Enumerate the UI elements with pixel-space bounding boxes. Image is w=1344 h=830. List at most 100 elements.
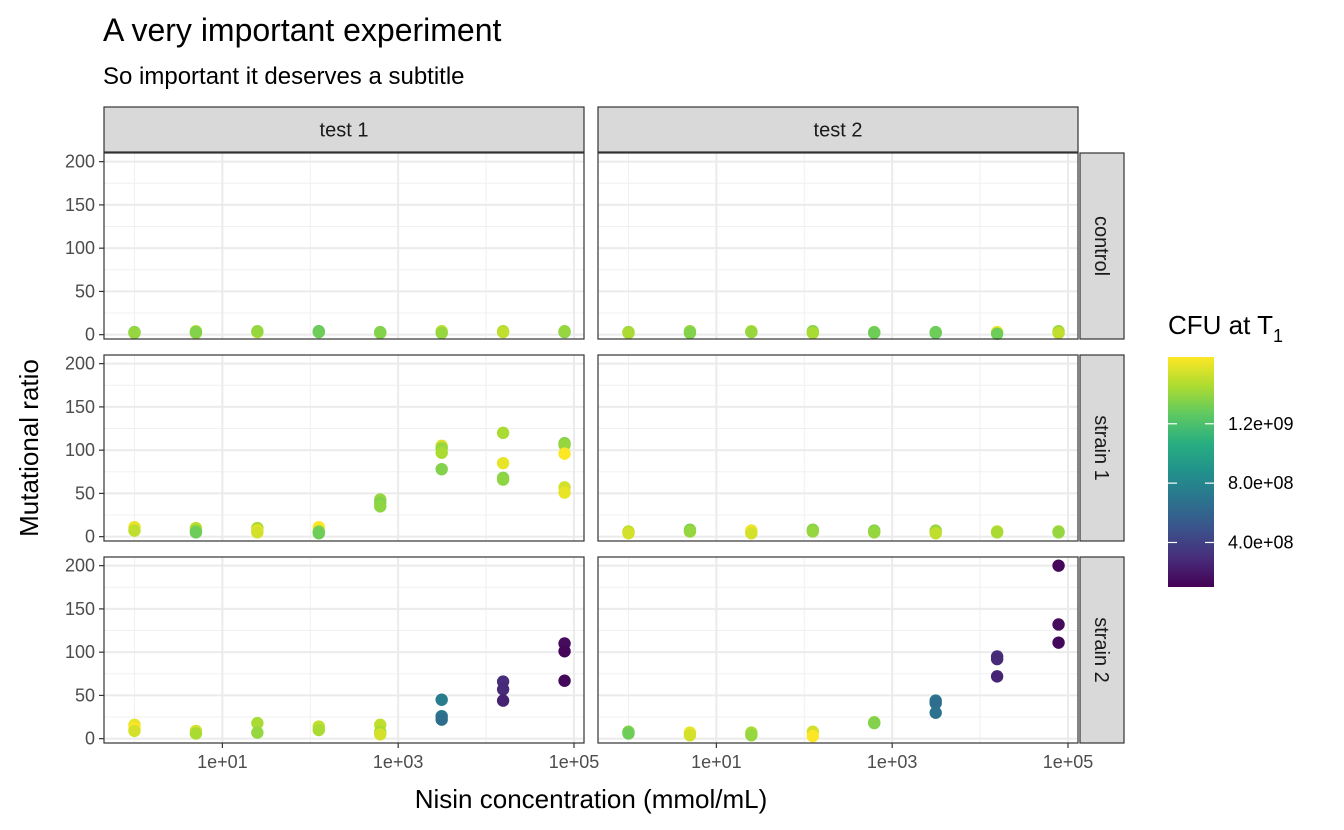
data-point bbox=[1052, 526, 1065, 539]
data-point bbox=[745, 527, 758, 540]
data-point bbox=[929, 697, 942, 710]
row-strip: control bbox=[1079, 152, 1125, 340]
data-point bbox=[1052, 326, 1065, 340]
x-tick-label: 1e+01 bbox=[691, 752, 742, 772]
x-tick-label: 1e+03 bbox=[867, 752, 918, 772]
data-point bbox=[683, 729, 697, 742]
data-point bbox=[868, 526, 881, 539]
data-point bbox=[558, 645, 571, 658]
panel-test-2-control bbox=[597, 152, 1079, 341]
panel-border bbox=[597, 556, 1079, 744]
data-point bbox=[128, 326, 141, 340]
data-point bbox=[868, 716, 881, 730]
panel-border bbox=[103, 354, 585, 542]
row-strip: strain 1 bbox=[1079, 354, 1125, 542]
row-strip-background bbox=[1079, 152, 1125, 340]
panel-border bbox=[597, 354, 1079, 542]
y-tick-label: 100 bbox=[65, 440, 95, 460]
panel-test-2-strain-1 bbox=[597, 354, 1079, 542]
data-point bbox=[1052, 618, 1065, 631]
data-point bbox=[496, 325, 510, 339]
panel-border bbox=[103, 556, 585, 744]
data-point bbox=[558, 674, 571, 687]
data-point bbox=[622, 527, 635, 540]
legend-title: CFU at T1 bbox=[1168, 310, 1283, 346]
chart-title: A very important experiment bbox=[103, 12, 502, 48]
row-strip-background bbox=[1079, 556, 1125, 744]
data-point bbox=[251, 716, 264, 730]
row-strip: strain 2 bbox=[1079, 556, 1125, 744]
data-point bbox=[1052, 559, 1065, 572]
row-strip-background bbox=[1079, 354, 1125, 542]
y-tick-label: 200 bbox=[65, 152, 95, 172]
panel-background bbox=[598, 355, 1078, 541]
data-point bbox=[435, 693, 448, 706]
data-point bbox=[496, 694, 510, 707]
data-point bbox=[558, 325, 571, 338]
data-point bbox=[435, 713, 448, 726]
data-point bbox=[868, 326, 881, 340]
panel-test-1-control bbox=[103, 152, 585, 340]
y-tick-label: 150 bbox=[65, 599, 95, 619]
data-point bbox=[128, 524, 141, 537]
data-point bbox=[622, 326, 635, 340]
data-point bbox=[990, 327, 1004, 341]
y-axis-title: Mutational ratio bbox=[14, 359, 44, 537]
legend-colorbar bbox=[1168, 357, 1214, 587]
panel-background bbox=[104, 153, 584, 339]
data-point bbox=[558, 486, 571, 499]
x-tick-label: 1e+03 bbox=[373, 752, 424, 772]
data-point bbox=[312, 527, 326, 540]
column-strip: test 1 bbox=[103, 106, 585, 153]
data-point bbox=[683, 525, 697, 538]
data-point bbox=[929, 706, 942, 719]
data-point bbox=[496, 683, 510, 696]
data-point bbox=[251, 325, 264, 338]
data-point bbox=[622, 727, 635, 740]
panel-background bbox=[598, 153, 1078, 339]
data-point bbox=[496, 456, 510, 470]
y-tick-label: 0 bbox=[85, 729, 95, 749]
data-point bbox=[806, 525, 820, 538]
legend-tick-label: 4.0e+08 bbox=[1228, 532, 1294, 552]
data-point bbox=[929, 527, 942, 540]
column-strip-label: test 1 bbox=[320, 120, 369, 142]
data-point bbox=[1052, 636, 1065, 649]
data-point bbox=[990, 670, 1004, 683]
data-point bbox=[745, 325, 758, 339]
data-point bbox=[806, 729, 820, 743]
chart-subtitle: So important it deserves a subtitle bbox=[103, 63, 465, 90]
column-strip: test 2 bbox=[597, 106, 1079, 153]
data-point bbox=[496, 426, 510, 440]
data-point bbox=[374, 500, 387, 513]
data-point bbox=[189, 325, 203, 339]
facet-panels bbox=[103, 152, 1079, 744]
color-legend: CFU at T1 4.0e+08 8.0e+08 1.2e+09 bbox=[1168, 310, 1294, 587]
y-tick-label: 100 bbox=[65, 238, 95, 258]
panel-background bbox=[104, 557, 584, 743]
x-axis-title: Nisin concentration (mmol/mL) bbox=[415, 784, 768, 814]
x-tick-label: 1e+01 bbox=[197, 752, 248, 772]
y-tick-label: 0 bbox=[85, 527, 95, 547]
data-point bbox=[558, 447, 571, 460]
data-point bbox=[374, 728, 387, 741]
data-point bbox=[435, 326, 448, 340]
legend-tick-label: 8.0e+08 bbox=[1228, 473, 1294, 493]
panel-test-1-strain-1 bbox=[103, 354, 585, 542]
y-tick-label: 50 bbox=[75, 685, 95, 705]
column-strip-background bbox=[103, 106, 585, 153]
data-point bbox=[435, 462, 448, 476]
legend-ticks: 4.0e+08 8.0e+08 1.2e+09 bbox=[1168, 414, 1294, 552]
y-tick-label: 150 bbox=[65, 195, 95, 215]
row-strip-label: strain 1 bbox=[1090, 415, 1112, 481]
panel-border bbox=[597, 152, 1079, 340]
y-tick-label: 0 bbox=[85, 325, 95, 345]
data-point bbox=[312, 723, 326, 737]
data-point bbox=[683, 326, 697, 340]
data-point bbox=[251, 726, 264, 739]
data-point bbox=[558, 438, 571, 452]
data-point bbox=[990, 526, 1004, 539]
y-tick-label: 200 bbox=[65, 556, 95, 576]
legend-tick-label: 1.2e+09 bbox=[1228, 414, 1294, 434]
